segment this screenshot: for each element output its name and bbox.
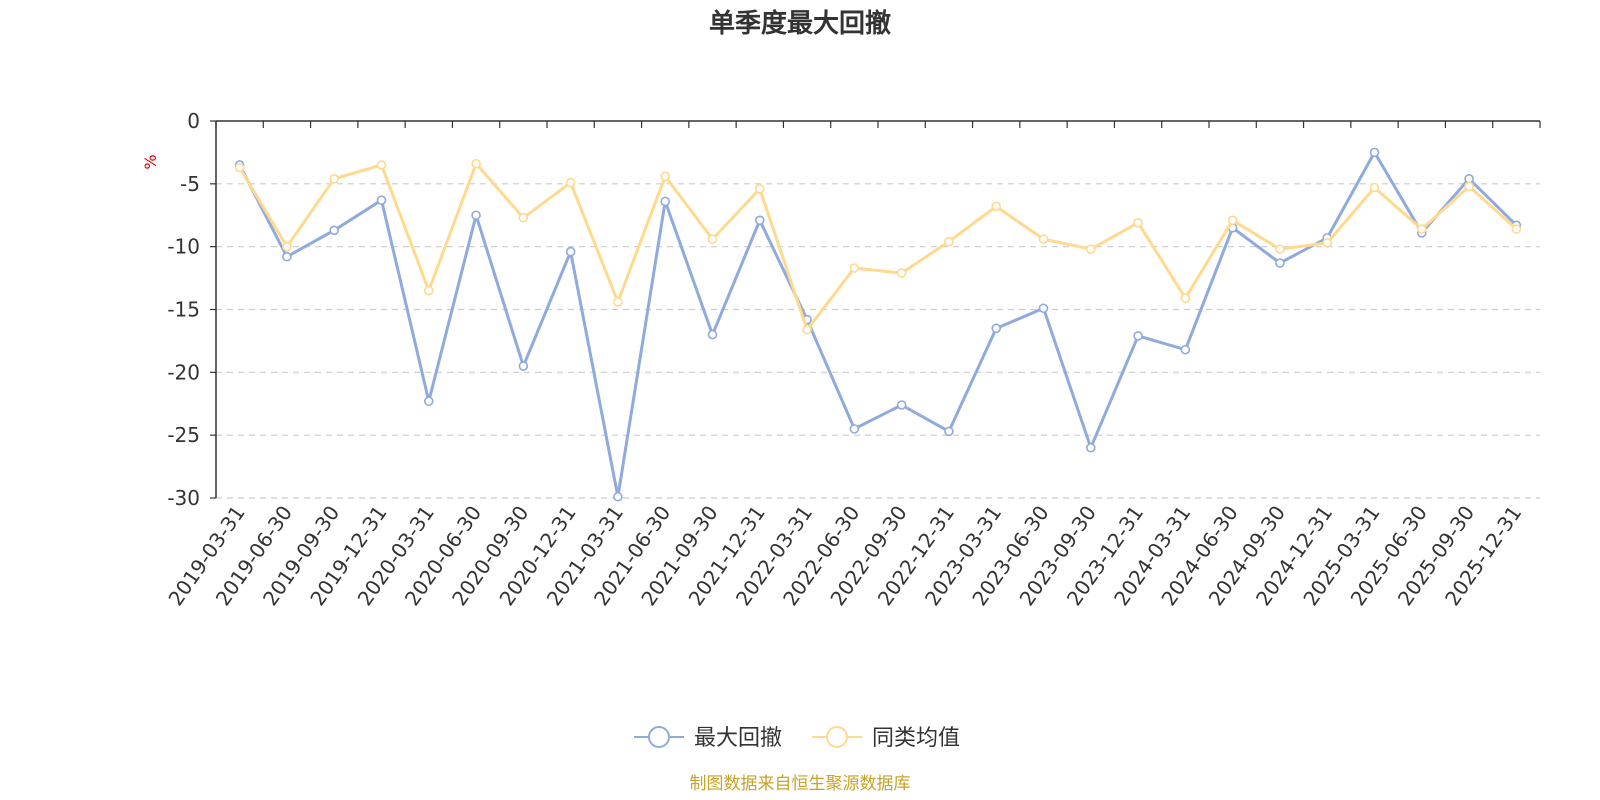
data-point xyxy=(282,241,292,252)
source-note: 制图数据来自恒生聚源数据库 xyxy=(690,774,911,794)
data-point xyxy=(613,297,623,307)
data-point xyxy=(471,158,481,169)
data-point xyxy=(754,184,765,194)
data-point xyxy=(1038,303,1049,314)
data-point xyxy=(1464,181,1474,192)
x-tick-labels: 2019-03-312019-06-302019-09-302019-12-31… xyxy=(163,501,1526,610)
data-point xyxy=(518,361,529,371)
data-point xyxy=(329,174,340,184)
data-point xyxy=(565,177,576,188)
data-point xyxy=(707,329,718,340)
data-point xyxy=(660,196,671,207)
series-line xyxy=(238,150,1518,499)
legend-label-max-drawdown: 最大回撤 xyxy=(694,726,782,751)
data-point xyxy=(944,236,954,247)
data-point xyxy=(329,225,340,236)
legend-item-peer-average[interactable]: 同类均值 xyxy=(812,726,960,751)
data-point xyxy=(849,424,860,434)
y-tick-labels: 0 -5 -10 -15 -20 -25 -30 xyxy=(167,109,200,510)
data-point xyxy=(1180,344,1191,355)
y-axis-label: % xyxy=(141,154,160,169)
data-point xyxy=(991,323,1002,334)
data-point xyxy=(1227,215,1238,226)
data-point xyxy=(944,426,954,437)
data-point xyxy=(423,285,434,296)
series-layer xyxy=(234,147,1522,502)
data-point xyxy=(1511,224,1522,234)
y-tick-label: -25 xyxy=(167,423,200,447)
y-tick-label: -15 xyxy=(167,298,200,322)
data-point xyxy=(707,234,718,244)
data-point xyxy=(423,396,434,407)
series-line xyxy=(238,162,1518,332)
data-point xyxy=(1369,147,1380,158)
data-point xyxy=(1038,234,1049,244)
data-point xyxy=(376,195,387,205)
data-point xyxy=(802,324,812,335)
legend-item-max-drawdown[interactable]: 最大回撤 xyxy=(634,726,782,751)
legend-circle-icon xyxy=(826,726,848,748)
data-point xyxy=(1275,244,1285,254)
data-point xyxy=(754,215,765,226)
data-point xyxy=(1085,442,1096,453)
data-point xyxy=(896,400,907,410)
data-point xyxy=(1180,293,1191,303)
data-point xyxy=(991,201,1002,212)
y-tick-label: -20 xyxy=(167,360,200,384)
axes xyxy=(210,120,1541,499)
data-point xyxy=(282,251,292,262)
data-point xyxy=(1369,182,1380,193)
y-tick-label: -10 xyxy=(167,235,200,259)
y-tick-label: 0 xyxy=(187,109,200,133)
data-point xyxy=(613,491,623,502)
data-point xyxy=(234,162,245,173)
data-point xyxy=(1322,238,1333,248)
legend-label-peer-average: 同类均值 xyxy=(872,726,960,751)
data-point xyxy=(471,210,481,221)
legend: 最大回撤 同类均值 xyxy=(634,726,960,751)
data-point xyxy=(376,160,387,170)
data-point xyxy=(1275,258,1285,268)
data-point xyxy=(660,171,671,182)
data-point xyxy=(1133,331,1143,341)
series-max-drawdown xyxy=(234,147,1522,502)
data-point xyxy=(565,246,576,257)
data-point xyxy=(849,263,860,273)
data-point xyxy=(896,268,907,278)
data-point xyxy=(518,212,529,223)
data-point xyxy=(1133,217,1143,228)
series-peer-average xyxy=(234,158,1522,335)
y-tick-label: -30 xyxy=(167,486,200,510)
data-point xyxy=(1085,244,1096,254)
y-tick-label: -5 xyxy=(180,172,200,196)
chart-title: 单季度最大回撤 xyxy=(709,8,891,39)
legend-circle-icon xyxy=(648,726,670,748)
data-point xyxy=(1416,224,1427,234)
